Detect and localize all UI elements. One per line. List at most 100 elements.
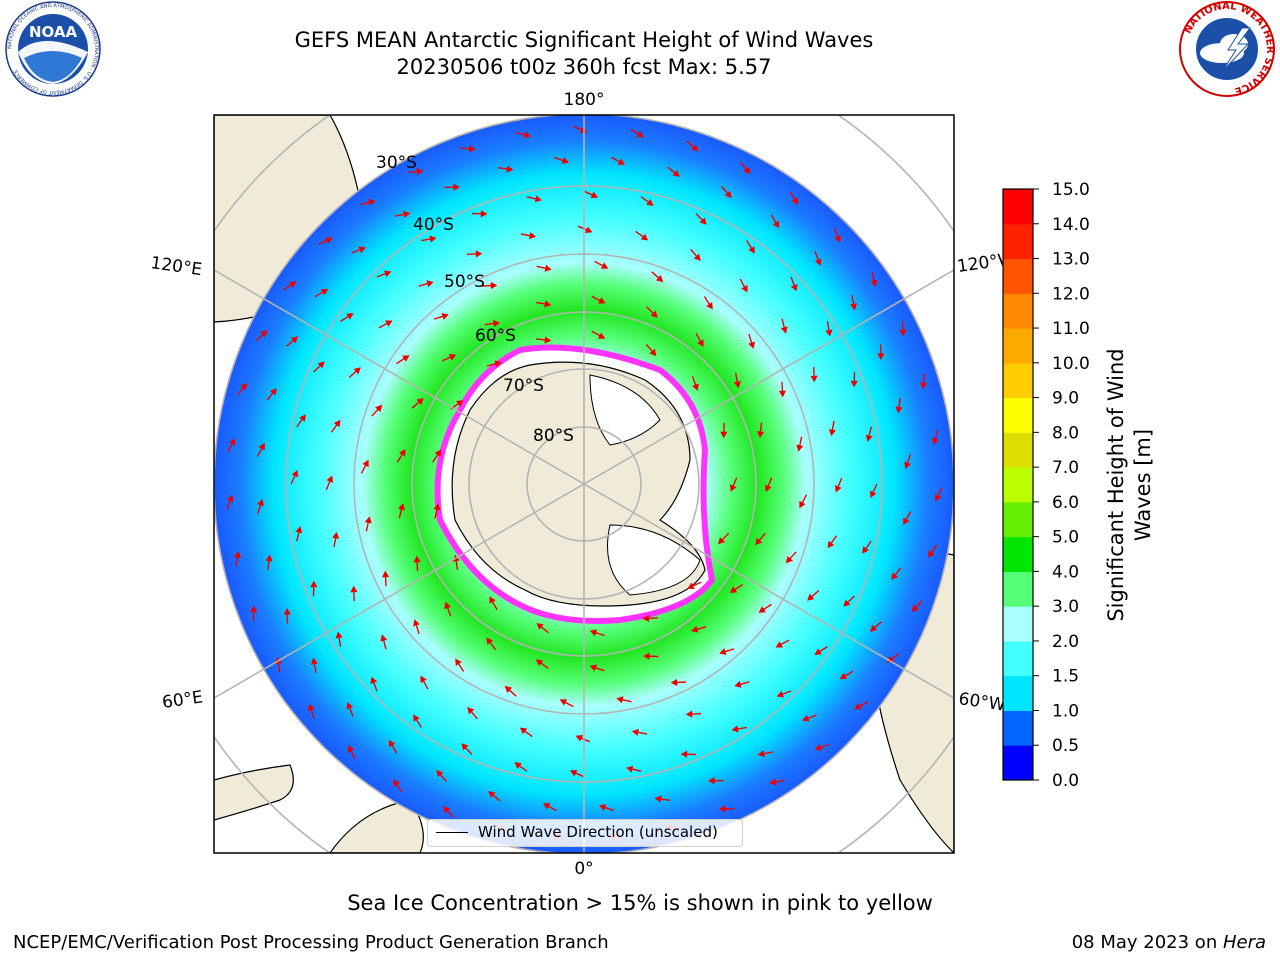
lat-label-80: 80°S <box>533 426 574 446</box>
wave-arrow-head <box>469 145 476 153</box>
wave-arrow-head <box>670 678 678 687</box>
wave-arrow-head <box>764 484 772 492</box>
colorbar-segment <box>1003 362 1033 399</box>
colorbar-segment <box>1003 223 1033 260</box>
wave-arrow-head <box>685 710 693 718</box>
wave-arrow-head <box>814 648 822 655</box>
wave-arrow-head <box>269 388 277 396</box>
wave-arrow-head <box>869 490 877 499</box>
wave-arrow-head <box>413 714 420 722</box>
wave-arrow-head <box>290 336 299 344</box>
wave-arrow-head <box>403 210 411 218</box>
wave-arrow-head <box>904 461 911 469</box>
wave-arrow-head <box>461 743 469 751</box>
noaa-logo-icon: NOAA NATIONAL OCEANIC AND ATMOSPHERIC AD… <box>5 1 101 97</box>
wave-arrow-head <box>780 326 788 334</box>
wave-arrow-head <box>899 329 907 337</box>
wave-arrow-head <box>850 380 858 388</box>
wave-arrow-head <box>598 297 606 304</box>
wave-arrow-head <box>310 657 318 665</box>
wave-arrow-head <box>616 696 624 704</box>
wave-arrow-head <box>718 805 726 813</box>
colorbar-tick-label: 8.0 <box>1052 423 1079 443</box>
colorbar-tick-label: 6.0 <box>1052 493 1079 513</box>
wave-arrow-head <box>920 382 928 390</box>
wave-arrow-head <box>310 580 318 588</box>
wave-arrow-head <box>757 431 765 439</box>
wave-arrow-head <box>834 235 841 243</box>
lon-label-lower-left: 60°E <box>161 687 204 712</box>
wave-arrow-head <box>258 442 265 451</box>
wave-arrow-head <box>480 210 488 218</box>
ross-ice-shelf <box>589 374 661 446</box>
wave-arrow-head <box>413 555 421 563</box>
wave-arrow-head <box>776 690 784 698</box>
wave-arrow-head <box>928 550 935 558</box>
wave-arrow-head <box>402 355 410 362</box>
wave-arrow-head <box>453 183 460 191</box>
wave-arrow-head <box>748 341 756 349</box>
wave-arrow-head <box>228 438 236 446</box>
wave-arrow-head <box>362 459 369 468</box>
wave-arrow-head <box>834 484 842 493</box>
colorbar-segment <box>1003 501 1033 538</box>
wave-arrow-head <box>381 570 390 578</box>
wave-arrow-head <box>850 303 858 311</box>
colorbar-segment <box>1003 328 1033 364</box>
wave-arrow-head <box>347 745 355 753</box>
wave-arrow-head <box>807 593 815 601</box>
wave-arrow-head <box>416 398 424 406</box>
wave-arrow-head <box>353 367 361 375</box>
colorbar-segment <box>1003 432 1033 468</box>
colorbar-label-line2: Waves [m] <box>1131 429 1155 541</box>
wave-arrow-head <box>631 728 639 736</box>
wave-arrow-head <box>529 232 537 240</box>
chart-subtitle: 20230506 t00z 360h fcst Max: 5.57 <box>396 55 772 79</box>
wave-arrow-head <box>426 280 434 288</box>
wave-arrow-head <box>388 739 396 748</box>
wave-arrow-head <box>769 778 777 786</box>
wave-arrow-head <box>504 685 512 693</box>
colorbar-tick-label: 13.0 <box>1052 250 1090 270</box>
lon-label-upper-left: 120°E <box>149 253 203 280</box>
wave-arrow-head <box>559 699 568 706</box>
wave-arrow-head <box>444 601 451 610</box>
colorbar-tick-label: 2.0 <box>1052 632 1079 652</box>
wave-arrow-head <box>325 237 333 244</box>
footer-date-host: 08 May 2023 on Hera <box>1072 932 1266 953</box>
footer-organization: NCEP/EMC/Verification Post Processing Pr… <box>13 932 609 953</box>
wave-arrow-head <box>903 517 910 526</box>
wave-arrow-head <box>617 158 626 165</box>
colorbar-frame <box>1002 188 1034 781</box>
wave-arrow-head <box>320 288 329 296</box>
wave-arrow-head <box>843 599 851 607</box>
wave-arrow-head <box>680 750 688 758</box>
wave-arrow-head <box>758 606 766 613</box>
colorbar-segment <box>1003 397 1033 433</box>
wave-arrow-head <box>724 190 732 199</box>
wave-arrow-head <box>802 714 810 722</box>
wave-arrow-head <box>699 217 707 225</box>
colorbar <box>1002 188 1034 781</box>
wave-arrow-head <box>691 144 699 152</box>
colorbar-segment <box>1003 745 1033 781</box>
wave-arrow-head <box>489 596 496 604</box>
lon-label-top: 180° <box>564 90 605 110</box>
wave-arrow-head <box>650 310 658 318</box>
wave-arrow-head <box>441 312 449 320</box>
wave-arrow-head <box>643 652 650 660</box>
wave-arrow-head <box>931 437 939 446</box>
wave-arrow-head <box>535 659 544 667</box>
wave-arrow-head <box>523 131 531 139</box>
colorbar-segment <box>1003 258 1033 294</box>
colorbar-tick-label: 14.0 <box>1052 215 1090 235</box>
colorbar-label-line1: Significant Height of Wind <box>1104 348 1128 621</box>
wave-arrow-head <box>934 494 942 502</box>
wave-arrow-head <box>240 382 248 391</box>
lat-label-60: 60°S <box>475 326 516 346</box>
wave-arrow-head <box>719 648 727 656</box>
colorbar-segment <box>1003 606 1033 642</box>
wave-arrow-head <box>561 157 569 164</box>
wave-arrow-head <box>839 672 848 680</box>
